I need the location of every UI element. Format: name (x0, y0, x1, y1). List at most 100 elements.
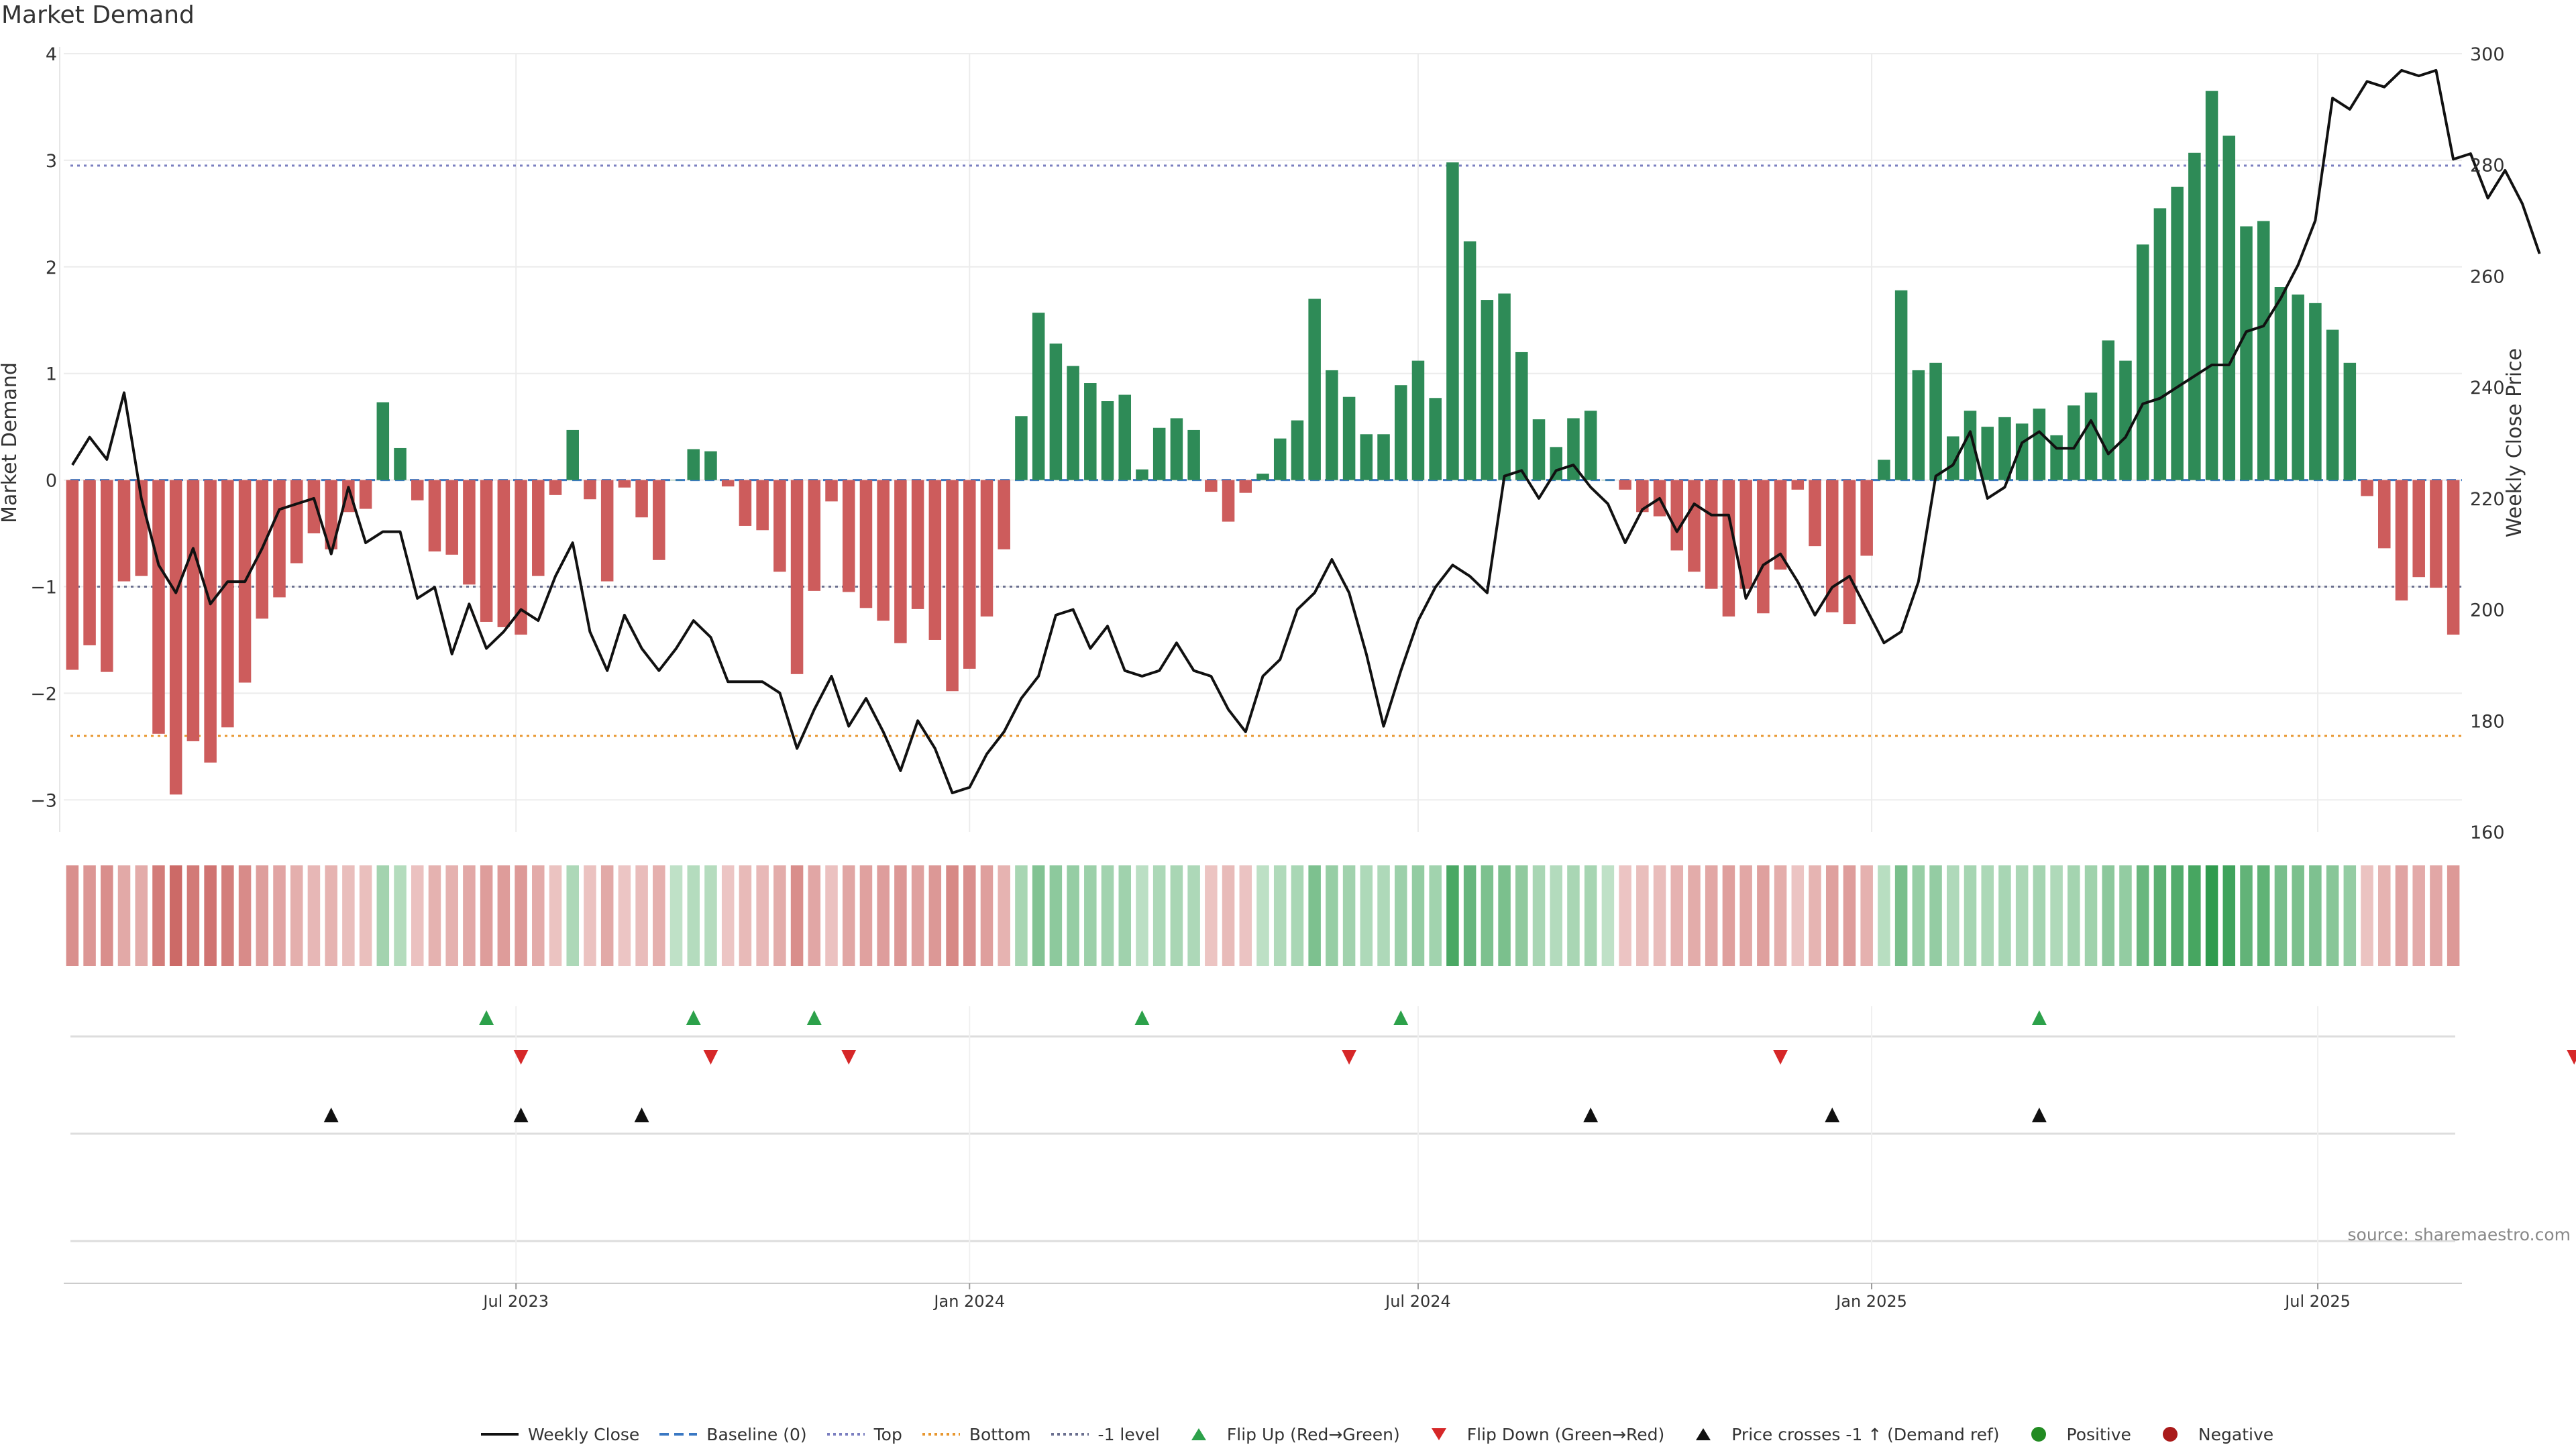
heat-cell (1084, 865, 1097, 966)
heat-cell (877, 865, 890, 966)
heat-cell (1912, 865, 1925, 966)
source-note: source: sharemaestro.com (2347, 1225, 2571, 1244)
demand-bar (1912, 370, 1925, 480)
demand-bar (1222, 480, 1235, 522)
heat-cell (1446, 865, 1459, 966)
heat-cell (221, 865, 234, 966)
heat-cell (790, 865, 804, 966)
demand-bar (1601, 480, 1615, 481)
legend-swatch (1051, 1433, 1089, 1436)
chart-title: Market Demand (1, 1, 195, 29)
demand-bar (584, 480, 596, 500)
flip-up-marker (1134, 1010, 1150, 1025)
heat-cell (2188, 865, 2201, 966)
demand-bar (1463, 241, 1477, 480)
demand-bar (1894, 290, 1908, 480)
heat-cell (963, 865, 976, 966)
demand-bar (1929, 362, 1942, 480)
demand-bar (1584, 411, 1597, 480)
demand-bar (928, 480, 942, 640)
demand-bar (1394, 385, 1407, 480)
heat-cell (463, 865, 476, 966)
demand-bar (825, 480, 838, 502)
heat-cell (1739, 865, 1752, 966)
legend-item: Flip Down (Green→Red) (1419, 1424, 1664, 1444)
heat-cell (135, 865, 148, 966)
price-cross-marker (1825, 1108, 1840, 1122)
heat-cell (1187, 865, 1200, 966)
heat-cell (1067, 865, 1079, 966)
heat-cell (1256, 865, 1269, 966)
heat-cell (2257, 865, 2270, 966)
heat-cell (1481, 865, 1494, 966)
demand-bar (497, 480, 511, 627)
y-tick-right: 220 (2470, 489, 2505, 510)
heat-cell (2136, 865, 2149, 966)
demand-bar (463, 480, 476, 585)
heat-cell (480, 865, 493, 966)
demand-bar (1360, 434, 1373, 480)
demand-bar (1101, 401, 1114, 480)
demand-bar (1342, 396, 1356, 480)
demand-bar (1377, 434, 1390, 480)
heat-cell (2084, 865, 2098, 966)
heat-cell (1118, 865, 1132, 966)
demand-bar (1049, 343, 1063, 480)
heat-cell (2033, 865, 2046, 966)
heat-cell (911, 865, 924, 966)
heat-cell (532, 865, 545, 966)
heat-cell (1878, 865, 1890, 966)
heat-cell (1584, 865, 1597, 966)
demand-bar (2033, 409, 2046, 480)
heat-cell (1688, 865, 1701, 966)
heat-cell (1636, 865, 1649, 966)
heat-cell (325, 865, 337, 966)
demand-bar (411, 480, 424, 500)
legend-swatch (1696, 1428, 1711, 1440)
heat-cell (1273, 865, 1287, 966)
heat-cell (1394, 865, 1407, 966)
y-tick-right: 200 (2470, 600, 2505, 621)
heat-cell (1843, 865, 1856, 966)
heat-cell (687, 865, 700, 966)
heat-cell (1152, 865, 1166, 966)
demand-bar (808, 480, 821, 591)
demand-bar (117, 480, 131, 582)
heat-cell (411, 865, 424, 966)
heat-cell (152, 865, 165, 966)
legend-item: Top (826, 1424, 902, 1444)
heat-cell (1326, 865, 1338, 966)
demand-bar (2119, 360, 2132, 480)
demand-bar (1619, 480, 1631, 490)
y-tick-left: −3 (30, 790, 57, 811)
heat-cell (497, 865, 511, 966)
legend-swatch (659, 1433, 698, 1436)
heat-cell (1136, 865, 1148, 966)
demand-bar (998, 480, 1010, 549)
demand-bar (2412, 480, 2425, 578)
demand-bar (2222, 136, 2236, 480)
demand-bar (515, 480, 527, 635)
demand-bar (2102, 340, 2115, 480)
demand-bar (273, 480, 286, 598)
heat-cell (825, 865, 838, 966)
demand-bar (83, 480, 96, 645)
heat-cell (2068, 865, 2080, 966)
legend-triangle-up (1696, 1428, 1711, 1440)
y-tick-right: 180 (2470, 711, 2505, 732)
heat-cell (1601, 865, 1615, 966)
demand-bar (2343, 362, 2357, 480)
heat-cell (998, 865, 1010, 966)
heat-cell (1049, 865, 1063, 966)
heat-cell (1429, 865, 1442, 966)
heat-cell (2240, 865, 2253, 966)
y-tick-right: 160 (2470, 822, 2505, 843)
demand-bar (66, 480, 79, 670)
demand-bar (152, 480, 165, 734)
legend-label: Positive (2066, 1424, 2131, 1444)
price-cross-marker (2031, 1108, 2047, 1122)
demand-bar (1947, 436, 1960, 480)
x-tick-label: Jul 2023 (482, 1292, 549, 1311)
y-tick-left: 2 (46, 258, 57, 278)
demand-bar (169, 480, 182, 795)
